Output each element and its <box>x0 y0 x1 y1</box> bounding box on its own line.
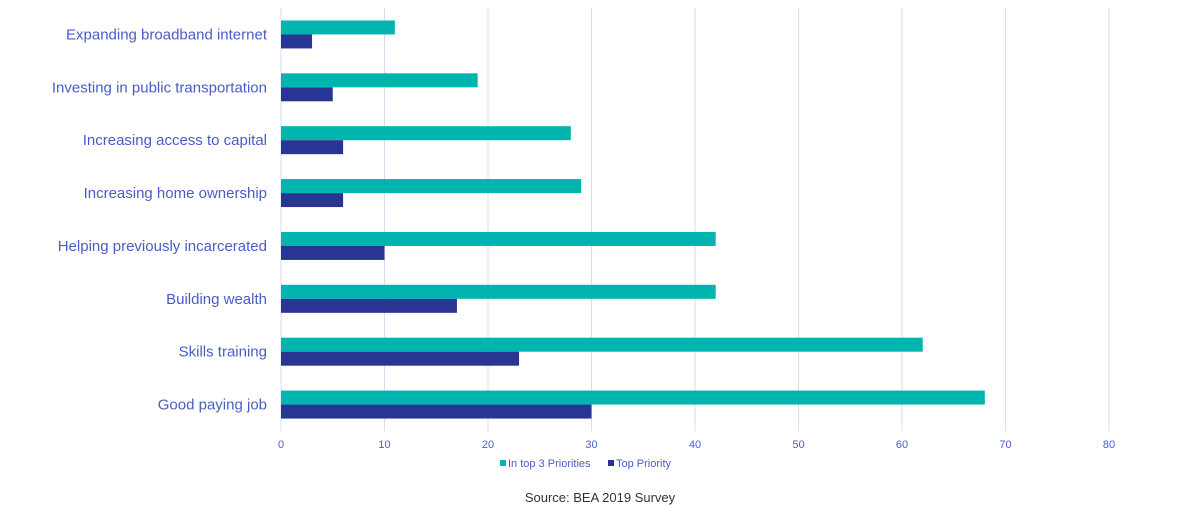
bar-top-priority <box>281 34 313 49</box>
category-label: Increasing access to capital <box>83 132 267 149</box>
bar-in-top-3 <box>281 231 716 246</box>
source-note: Source: BEA 2019 Survey <box>525 490 676 505</box>
bar-in-top-3 <box>281 20 395 35</box>
x-tick-label: 40 <box>689 439 701 451</box>
bar-top-priority <box>281 298 457 313</box>
x-tick-label: 50 <box>792 439 804 451</box>
legend-label: In top 3 Priorities <box>508 458 591 470</box>
bar-top-priority <box>281 193 344 208</box>
gridlines <box>280 8 1110 431</box>
category-labels: Expanding broadband internet Investing in… <box>52 26 268 413</box>
legend-label: Top Priority <box>616 458 672 470</box>
x-tick-label: 30 <box>585 439 597 451</box>
bars <box>281 20 985 419</box>
legend-swatch <box>608 460 614 466</box>
bar-in-top-3 <box>281 73 478 88</box>
bar-top-priority <box>281 404 592 419</box>
category-label: Good paying job <box>158 397 267 414</box>
x-tick-label: 20 <box>482 439 494 451</box>
bar-top-priority <box>281 140 344 155</box>
x-axis-ticks: 0 10 20 30 40 50 60 70 80 <box>278 439 1115 451</box>
bar-in-top-3 <box>281 337 923 352</box>
x-tick-label: 0 <box>278 439 284 451</box>
legend-swatch <box>500 460 506 466</box>
x-tick-label: 10 <box>378 439 390 451</box>
bar-top-priority <box>281 351 520 366</box>
category-label: Expanding broadband internet <box>66 26 268 43</box>
category-label: Helping previously incarcerated <box>58 238 267 255</box>
bar-in-top-3 <box>281 284 716 299</box>
category-label: Investing in public transportation <box>52 79 267 96</box>
legend: In top 3 Priorities Top Priority <box>500 458 672 470</box>
bar-top-priority <box>281 245 385 260</box>
bar-in-top-3 <box>281 390 985 405</box>
x-tick-label: 70 <box>999 439 1011 451</box>
bar-in-top-3 <box>281 126 571 141</box>
category-label: Increasing home ownership <box>84 185 267 202</box>
x-tick-label: 60 <box>896 439 908 451</box>
category-label: Building wealth <box>166 291 267 308</box>
bar-in-top-3 <box>281 179 582 194</box>
category-label: Skills training <box>179 344 267 361</box>
x-tick-label: 80 <box>1103 439 1115 451</box>
bar-top-priority <box>281 87 333 102</box>
